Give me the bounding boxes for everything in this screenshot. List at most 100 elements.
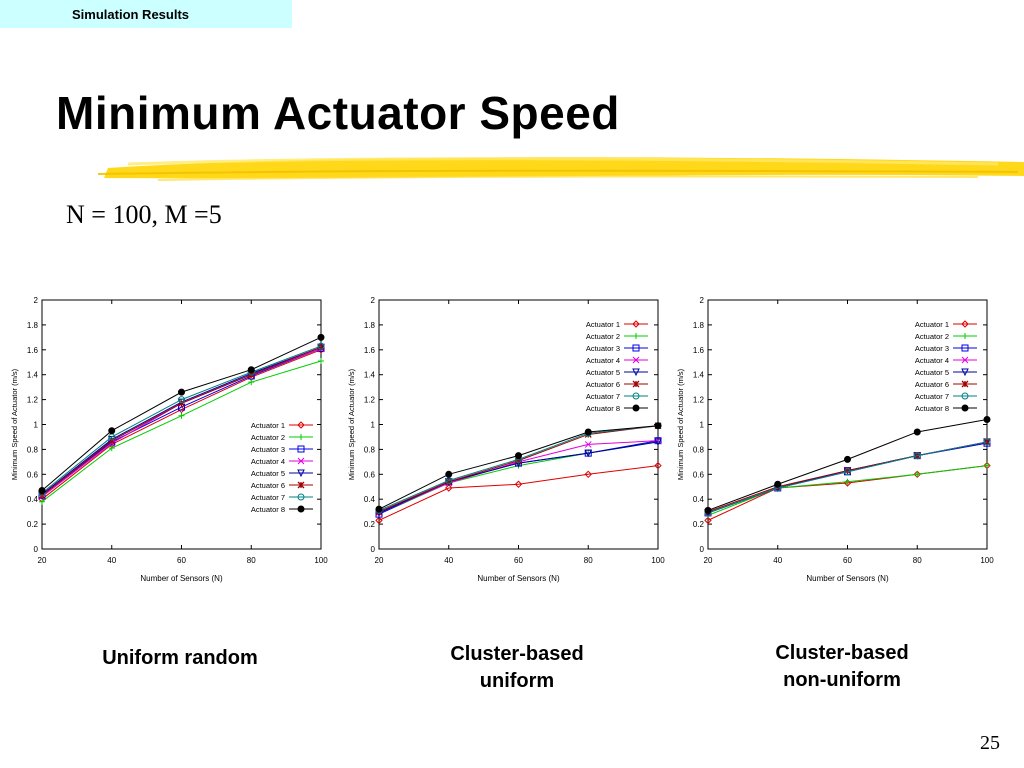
y-tick-label: 1 — [371, 421, 376, 430]
legend-marker — [297, 493, 305, 501]
legend-marker — [961, 392, 969, 400]
data-point — [704, 516, 712, 525]
series-line — [378, 425, 659, 511]
y-axis-label: Minimum Speed of Actuator (m/s) — [676, 368, 685, 480]
legend-label: Actuator 8 — [915, 404, 949, 413]
data-point — [654, 438, 662, 447]
parameter-subtitle: N = 100, M =5 — [66, 200, 222, 229]
data-point — [774, 480, 782, 488]
data-point — [375, 505, 383, 513]
series-line — [41, 345, 322, 494]
y-tick-label: 1.2 — [27, 396, 39, 405]
legend-marker — [961, 368, 969, 377]
legend-marker — [297, 457, 305, 465]
x-tick-label: 100 — [314, 556, 328, 565]
series-line — [707, 441, 988, 514]
data-point — [844, 455, 851, 463]
legend-marker — [297, 481, 305, 489]
highlighter-underline — [98, 157, 1024, 181]
section-tag: Simulation Results — [0, 0, 292, 28]
x-axis-label: Number of Sensors (N) — [477, 574, 560, 583]
data-point — [178, 412, 185, 419]
y-tick-label: 0.6 — [364, 470, 376, 479]
data-point — [317, 343, 325, 352]
legend-label: Actuator 8 — [586, 404, 620, 413]
series-line — [41, 349, 322, 500]
x-tick-label: 20 — [375, 556, 384, 565]
y-tick-label: 1 — [34, 421, 39, 430]
data-point — [584, 441, 592, 448]
legend-label: Actuator 7 — [915, 392, 949, 401]
data-point — [983, 461, 991, 470]
y-tick-label: 1.6 — [364, 346, 376, 355]
data-point — [248, 379, 255, 386]
legend-label: Actuator 2 — [586, 332, 620, 341]
series-line — [378, 465, 659, 521]
data-point — [514, 480, 523, 488]
legend-label: Actuator 7 — [251, 493, 285, 502]
series-4 — [375, 437, 662, 517]
caption-line: Uniform random — [102, 647, 258, 669]
data-point — [983, 416, 991, 424]
y-axis-label: Minimum Speed of Actuator (m/s) — [347, 368, 356, 480]
legend-label: Actuator 3 — [251, 445, 285, 454]
y-tick-label: 1.8 — [693, 321, 705, 330]
y-tick-label: 1.8 — [364, 321, 376, 330]
x-tick-label: 20 — [704, 556, 713, 565]
data-point — [318, 358, 324, 365]
series-6 — [375, 422, 662, 516]
y-axis-label: Minimum Speed of Actuator (m/s) — [10, 368, 19, 480]
data-point — [844, 478, 851, 485]
y-tick-label: 1.2 — [364, 396, 376, 405]
x-tick-label: 40 — [444, 556, 453, 565]
data-point — [178, 399, 185, 407]
legend-label: Actuator 2 — [251, 433, 285, 442]
y-tick-label: 2 — [371, 296, 376, 305]
legend-label: Actuator 3 — [586, 344, 620, 353]
legend: Actuator 1 Actuator 2 Actuator 3 Actuator 4… — [586, 320, 648, 413]
data-point — [445, 470, 453, 478]
y-tick-label: 0.4 — [364, 495, 376, 504]
slide-title: Minimum Actuator Speed — [56, 87, 620, 139]
series-2 — [39, 358, 324, 505]
data-point — [39, 498, 45, 505]
legend-marker — [632, 404, 640, 412]
x-tick-label: 80 — [913, 556, 922, 565]
series-line — [378, 440, 659, 515]
series-2 — [376, 438, 661, 518]
y-tick-label: 0.8 — [27, 445, 39, 454]
data-point — [178, 388, 185, 396]
legend-label: Actuator 8 — [251, 505, 285, 514]
legend-marker — [632, 356, 640, 364]
series-5 — [375, 438, 662, 518]
data-point — [317, 342, 325, 350]
data-point — [108, 427, 116, 435]
legend-label: Actuator 4 — [915, 356, 949, 365]
y-tick-label: 1.6 — [693, 346, 705, 355]
series-line — [707, 441, 988, 514]
data-point — [317, 333, 325, 341]
legend-marker — [298, 434, 304, 440]
legend: Actuator 1 Actuator 2 Actuator 3 Actuator 4… — [251, 421, 313, 514]
legend-marker — [632, 320, 640, 328]
caption-line: Cluster-based — [450, 643, 584, 665]
data-point — [914, 471, 921, 478]
legend-label: Actuator 3 — [915, 344, 949, 353]
legend-label: Actuator 6 — [251, 481, 285, 490]
data-point — [983, 438, 991, 446]
series-8 — [375, 422, 662, 513]
legend-marker — [961, 320, 969, 328]
y-tick-label: 2 — [34, 296, 39, 305]
y-tick-label: 1.2 — [693, 396, 705, 405]
data-point — [984, 462, 990, 469]
series-8 — [704, 416, 991, 514]
legend-label: Actuator 1 — [586, 320, 620, 329]
y-tick-label: 0.2 — [27, 520, 39, 529]
data-point — [844, 468, 851, 476]
y-tick-label: 0 — [371, 545, 376, 554]
legend-marker — [962, 333, 968, 339]
legend-label: Actuator 6 — [915, 380, 949, 389]
series-1 — [375, 461, 662, 525]
caption-cluster-based-non-uniform: Cluster-based non-uniform — [722, 640, 962, 694]
legend-label: Actuator 6 — [586, 380, 620, 389]
